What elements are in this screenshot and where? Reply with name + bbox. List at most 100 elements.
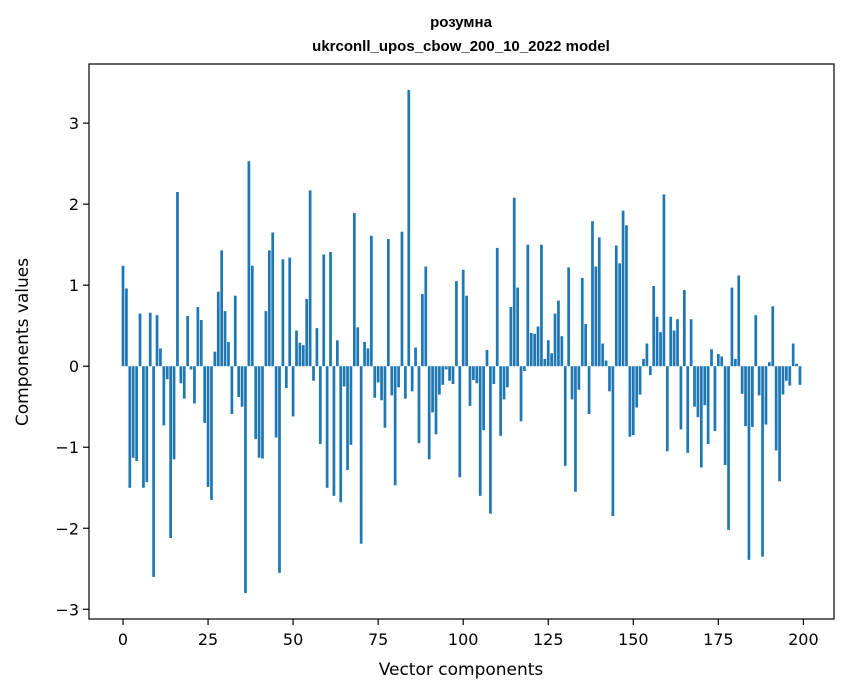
bar-153: [642, 358, 645, 367]
bar-31: [227, 341, 230, 367]
bar-37: [247, 161, 251, 367]
bar-114: [509, 307, 513, 367]
bar-189: [764, 366, 768, 425]
bar-151: [635, 366, 639, 408]
bar-154: [645, 343, 649, 367]
bar-49: [288, 257, 292, 367]
bar-2: [128, 366, 132, 488]
bar-32: [230, 366, 234, 415]
bar-156: [652, 286, 656, 367]
bar-97: [451, 366, 455, 385]
bar-21: [193, 366, 196, 404]
bar-54: [305, 298, 309, 367]
bar-110: [495, 247, 499, 367]
bar-79: [390, 366, 394, 396]
bar-40: [257, 366, 261, 458]
bar-76: [380, 366, 383, 401]
bar-41: [261, 366, 264, 459]
bar-126: [550, 353, 554, 367]
bar-94: [441, 366, 445, 385]
bar-86: [414, 347, 417, 367]
bar-108: [489, 366, 492, 514]
bar-19: [186, 315, 190, 367]
bar-112: [502, 366, 506, 400]
bar-99: [458, 366, 462, 478]
bar-9: [152, 366, 155, 577]
bar-61: [329, 251, 332, 367]
x-axis-label: Vector components: [379, 660, 544, 680]
bar-140: [597, 237, 601, 367]
bar-43: [267, 250, 271, 367]
y-tick-label-1: 1: [69, 276, 79, 295]
bar-146: [618, 263, 622, 367]
bar-133: [574, 366, 577, 492]
bar-164: [679, 366, 683, 430]
y-tick-label-3: 3: [69, 114, 79, 133]
bar-13: [165, 366, 169, 380]
bar-127: [553, 313, 557, 367]
bar-69: [356, 327, 360, 367]
bar-184: [747, 366, 751, 560]
bar-139: [594, 266, 598, 367]
bar-135: [580, 277, 584, 367]
y-axis-ticks: −3 −2 −1 0 1 2 3: [55, 114, 89, 619]
bar-80: [393, 366, 397, 486]
bar-0: [121, 265, 125, 367]
bar-65: [342, 366, 346, 387]
bar-192: [774, 366, 778, 451]
bar-115: [512, 197, 516, 367]
bar-28: [216, 291, 220, 367]
bar-38: [250, 265, 254, 367]
x-tick-label-0: 0: [118, 630, 128, 649]
bar-4: [135, 366, 138, 462]
bar-190: [768, 362, 771, 367]
bar-152: [638, 366, 642, 395]
bar-23: [199, 320, 203, 367]
bar-129: [560, 336, 564, 367]
y-tick-label-0: 0: [69, 357, 79, 376]
bar-85: [410, 366, 414, 392]
bar-44: [271, 232, 275, 367]
bar-58: [318, 366, 322, 444]
bar-70: [359, 366, 363, 544]
bar-95: [444, 366, 448, 370]
bar-67: [349, 366, 353, 445]
bar-88: [421, 294, 424, 367]
x-tick-label-175: 175: [703, 630, 734, 649]
bar-53: [301, 345, 305, 367]
bar-20: [189, 366, 193, 370]
plot-frame: [88, 63, 835, 620]
bar-48: [284, 366, 288, 389]
bar-24: [203, 366, 207, 423]
bar-66: [346, 366, 349, 470]
x-tick-label-100: 100: [448, 630, 479, 649]
bar-75: [376, 366, 380, 383]
bar-63: [335, 340, 339, 367]
bar-59: [322, 254, 326, 367]
bar-173: [710, 349, 713, 367]
bar-81: [397, 366, 400, 388]
bar-193: [778, 366, 781, 482]
bar-198: [795, 363, 798, 367]
bar-195: [785, 366, 788, 381]
bar-57: [315, 328, 319, 367]
bar-172: [706, 366, 710, 444]
bar-134: [577, 366, 581, 390]
bar-118: [523, 366, 526, 372]
bar-141: [601, 343, 605, 367]
bar-188: [761, 366, 764, 557]
bar-148: [625, 225, 628, 367]
bar-50: [291, 366, 295, 417]
bar-36: [244, 366, 247, 594]
bar-168: [693, 366, 696, 407]
x-axis-ticks: 0 25 50 75 100 125 150 175 200: [118, 619, 819, 649]
bar-142: [604, 360, 608, 367]
bar-33: [233, 295, 237, 367]
bar-52: [298, 342, 302, 367]
bar-18: [182, 366, 186, 399]
bar-101: [465, 295, 468, 367]
bar-197: [791, 343, 795, 367]
bar-163: [676, 319, 679, 367]
bar-128: [557, 300, 560, 367]
